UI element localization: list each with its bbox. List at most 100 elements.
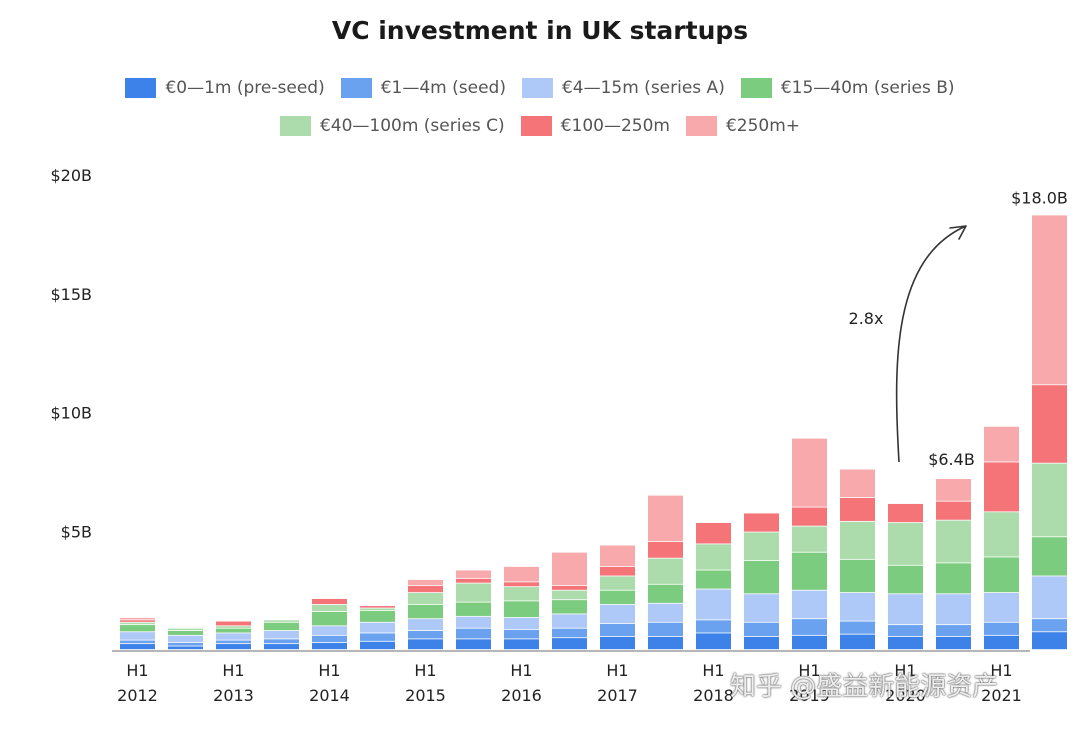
bar-segment <box>696 633 731 650</box>
legend-swatch <box>125 78 157 98</box>
bar-segment <box>840 593 875 621</box>
legend-swatch <box>685 116 717 136</box>
bar-segment <box>984 593 1019 622</box>
bar-segment <box>456 628 491 639</box>
bar-segment <box>504 587 539 601</box>
bar-segment <box>648 558 683 584</box>
growth-multiple-label: 2.8x <box>849 309 884 328</box>
bar-segment <box>504 601 539 618</box>
bar-segment <box>984 557 1019 593</box>
bar-segment <box>840 498 875 521</box>
bar-segment <box>600 604 635 624</box>
bar-segment <box>312 612 347 626</box>
legend-item: €40—100m (series C) <box>279 116 505 136</box>
bar-segment <box>984 462 1019 512</box>
bar-segment <box>648 622 683 637</box>
x-tick-label: H1 <box>126 661 148 680</box>
bar-segment <box>792 635 827 650</box>
bar-segment <box>456 570 491 578</box>
bar-segment <box>840 621 875 634</box>
bar-segment <box>600 576 635 590</box>
bar-segment <box>504 617 539 630</box>
bar-segment <box>1032 463 1067 537</box>
bar-segment <box>888 594 923 625</box>
bar-segment <box>312 626 347 635</box>
x-tick-label: 2013 <box>213 686 254 705</box>
bar-segment <box>792 438 827 507</box>
legend-swatch <box>520 116 552 136</box>
bar-segment <box>216 626 251 628</box>
bar-segment <box>120 644 155 650</box>
bar-segment <box>1032 215 1067 385</box>
legend-swatch <box>740 78 772 98</box>
bar-segment <box>744 513 779 532</box>
x-tick-label: 2021 <box>981 686 1022 705</box>
bar-segment <box>264 620 299 622</box>
bar-segment <box>216 644 251 650</box>
bar-segment <box>504 629 539 639</box>
x-tick-label: H1 <box>318 661 340 680</box>
growth-arrow-head <box>949 225 967 240</box>
bar-segment <box>792 552 827 590</box>
x-tick-label: 2015 <box>405 686 446 705</box>
bar-segment <box>936 563 971 594</box>
bar-segment <box>696 544 731 570</box>
x-tick-label: H1 <box>702 661 724 680</box>
bar-segment <box>456 616 491 628</box>
bar-segment <box>216 628 251 633</box>
bar-segment <box>552 590 587 600</box>
bar-segment <box>1032 619 1067 632</box>
bar-segment <box>504 582 539 587</box>
bar-segment <box>120 617 155 620</box>
legend-item: €15—40m (series B) <box>740 78 955 98</box>
bar-segment <box>936 636 971 650</box>
legend-swatch <box>279 116 311 136</box>
bar-segment <box>360 633 395 641</box>
x-tick-label: 2014 <box>309 686 350 705</box>
bar-segment <box>1032 576 1067 619</box>
x-tick-label: 2019 <box>789 686 830 705</box>
legend-item: €4—15m (series A) <box>521 78 725 98</box>
bar-segment <box>408 579 443 586</box>
bar-segment <box>600 623 635 637</box>
legend-swatch <box>521 78 553 98</box>
legend-item: €1—4m (seed) <box>340 78 506 98</box>
bar-segment <box>936 479 971 501</box>
x-tick-label: 2018 <box>693 686 734 705</box>
bar-segment <box>696 589 731 620</box>
legend-label: €1—4m (seed) <box>380 78 506 98</box>
bar-segment <box>360 641 395 650</box>
bar-segment <box>408 639 443 650</box>
bar-segment <box>168 631 203 635</box>
bar-segment <box>984 426 1019 462</box>
y-tick-label: $10B <box>50 404 92 423</box>
chart-title: VC investment in UK startups <box>331 16 749 45</box>
bar-segment <box>552 638 587 650</box>
bar-segment <box>408 604 443 619</box>
bar-segment <box>552 614 587 628</box>
bar-segment <box>840 521 875 559</box>
bar-segment <box>120 620 155 622</box>
growth-arrow <box>895 225 967 463</box>
bar-segment <box>120 640 155 644</box>
bar-segment <box>888 522 923 565</box>
legend-label: €250m+ <box>725 116 801 136</box>
bar-segment <box>552 628 587 638</box>
bar-segment <box>792 590 827 619</box>
bar-segment <box>456 602 491 616</box>
bar-segment <box>936 594 971 625</box>
bar-segment <box>312 604 347 612</box>
bar-segment <box>792 619 827 635</box>
bar-segment <box>360 606 395 608</box>
bar-segment <box>648 603 683 622</box>
bar-segment <box>168 642 203 646</box>
legend-label: €0—1m (pre-seed) <box>165 78 325 98</box>
bar-segment <box>360 608 395 611</box>
bar-segment <box>936 520 971 563</box>
bar-segment <box>600 590 635 605</box>
bar-segment <box>168 646 203 650</box>
y-tick-label: $20B <box>50 166 92 185</box>
bar-segment <box>312 635 347 643</box>
bar-segment <box>168 628 203 631</box>
bar-segment <box>888 565 923 594</box>
